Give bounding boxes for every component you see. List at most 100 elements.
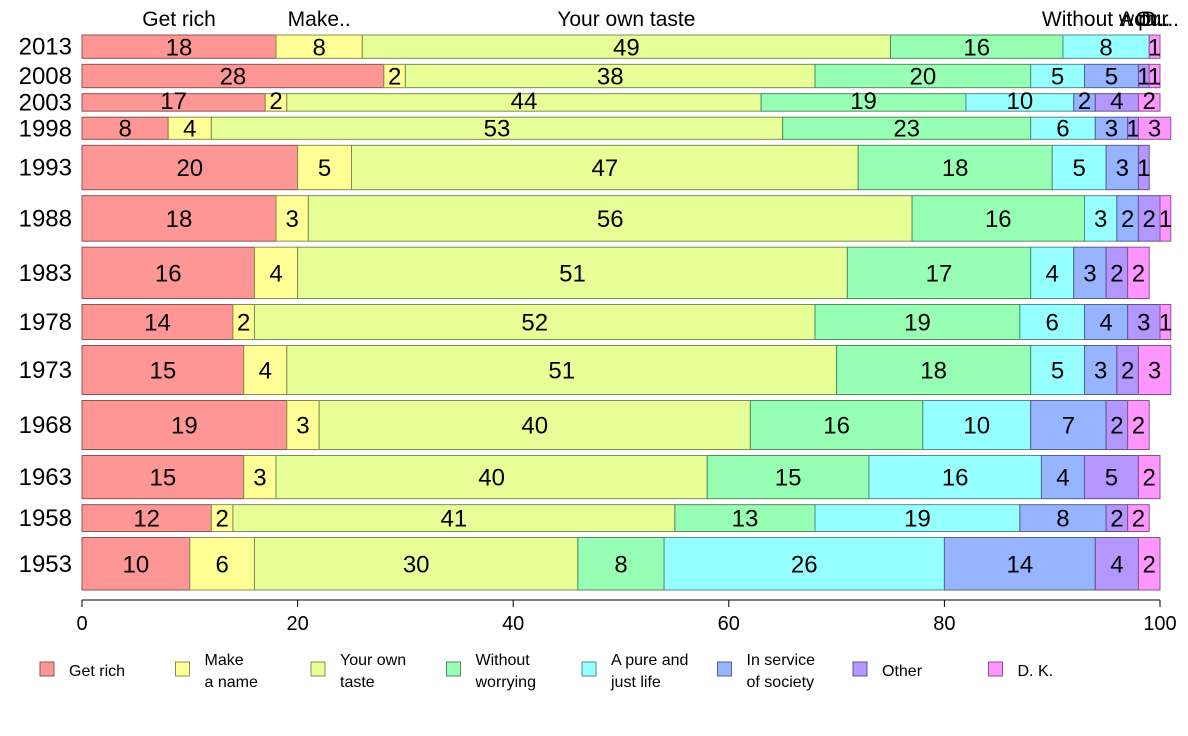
bar-value-label: 2	[269, 88, 282, 115]
bar-value-label: 2	[215, 506, 228, 533]
x-tick-label: 60	[718, 613, 740, 635]
bar-segment	[1137, 93, 1161, 112]
legend-swatch	[39, 661, 55, 677]
year-label: 2008	[19, 63, 72, 90]
bar-value-label: 15	[775, 465, 802, 492]
bar-segment	[351, 144, 859, 191]
bar-value-label: 8	[1099, 34, 1112, 61]
bar-value-label: 12	[133, 506, 160, 533]
bar-value-label: 51	[559, 260, 586, 287]
bar-value-label: 44	[511, 88, 538, 115]
bar-value-label: 16	[823, 413, 850, 440]
bar-value-label: 3	[1148, 358, 1161, 385]
legend-swatch	[175, 661, 190, 677]
bar-segment	[1051, 144, 1107, 191]
bar-segment	[1084, 304, 1129, 340]
bar-value-label: 2	[1121, 206, 1134, 233]
bar-value-label: 41	[441, 506, 468, 533]
bar-value-label: 30	[403, 551, 430, 578]
bar-value-label: 7	[1062, 413, 1075, 440]
year-label: 1993	[19, 155, 72, 182]
bar-segment	[1094, 537, 1139, 591]
bar-value-label: 19	[850, 88, 877, 115]
bar-value-label: 17	[926, 260, 953, 287]
bar-value-label: 4	[1099, 310, 1112, 337]
bar-value-label: 15	[149, 465, 176, 492]
bar-segment	[243, 345, 288, 395]
bar-value-label: 51	[548, 358, 575, 385]
bar-value-label: 2	[1143, 551, 1156, 578]
bar-segment	[1040, 455, 1086, 500]
bar-segment	[297, 246, 848, 300]
legend-label: Without	[476, 652, 531, 669]
x-tick-label: 80	[933, 613, 955, 635]
bar-value-label: 3	[1105, 116, 1118, 143]
bar-value-label: 1	[1137, 155, 1150, 182]
bar-value-label: 4	[1110, 551, 1123, 578]
x-tick-label: 0	[76, 613, 87, 635]
year-label: 1953	[19, 551, 72, 578]
bar-value-label: 4	[269, 260, 282, 287]
bar-segment	[868, 455, 1042, 500]
bar-value-label: 2	[1110, 413, 1123, 440]
bar-segment	[857, 144, 1053, 191]
year-label: 1983	[19, 260, 72, 287]
bar-value-label: 6	[215, 551, 228, 578]
bar-value-label: 10	[1007, 88, 1034, 115]
bar-segment	[836, 345, 1032, 395]
bar-segment	[577, 537, 665, 591]
top-category-labels: Get rich Make.. Your own taste Without worr…	[142, 8, 1179, 31]
bar-value-label: 23	[893, 116, 920, 143]
bar-value-label: 5	[1051, 358, 1064, 385]
bar-segment	[706, 455, 870, 500]
legend-label: D. K.	[1018, 663, 1054, 680]
legend-label: Other	[882, 663, 923, 680]
bar-segment	[1073, 246, 1107, 300]
legend-label: a name	[205, 674, 258, 691]
bar-value-label: 53	[484, 116, 511, 143]
year-label: 1988	[19, 205, 72, 232]
bar-value-label: 19	[171, 413, 198, 440]
legend-label: just life	[610, 674, 661, 691]
legend-label: A pure and	[611, 652, 688, 669]
bar-segment	[1148, 63, 1161, 89]
bar-value-label: 1	[1159, 310, 1172, 337]
top-category-label: A pur..	[1119, 8, 1179, 31]
bar-value-label: 5	[318, 155, 331, 182]
legend-label: Make	[205, 652, 244, 669]
bar-value-label: 8	[118, 116, 131, 143]
bar-value-label: 40	[521, 413, 548, 440]
bar-segment	[1019, 304, 1086, 340]
x-tick-label: 20	[286, 613, 308, 635]
bar-value-label: 3	[1137, 310, 1150, 337]
top-category-label: Your own taste	[557, 8, 695, 31]
bar-segment	[1105, 144, 1139, 191]
bar-segment	[814, 504, 1021, 532]
year-label: 1968	[19, 412, 72, 439]
legend-label: of society	[747, 674, 815, 691]
bar-value-label: 18	[166, 34, 193, 61]
bar-value-label: 20	[176, 155, 203, 182]
year-label: 2003	[19, 89, 72, 116]
bar-value-label: 5	[1105, 465, 1118, 492]
bar-segment	[1159, 304, 1172, 340]
legend-label: In service	[747, 652, 816, 669]
bar-value-label: 14	[144, 310, 171, 337]
bar-segment	[1127, 304, 1161, 340]
year-label: 1958	[19, 505, 72, 532]
legend-label: Your own	[340, 652, 406, 669]
bar-segment	[674, 504, 816, 532]
bar-segment	[1084, 455, 1139, 500]
bar-value-label: 2	[1143, 465, 1156, 492]
bar-segment	[1137, 116, 1172, 140]
bar-value-label: 13	[732, 506, 759, 533]
bar-value-label: 18	[166, 206, 193, 233]
bar-segment	[318, 400, 751, 450]
bar-value-label: 3	[253, 465, 266, 492]
bar-segment	[1127, 504, 1150, 532]
year-label: 2013	[19, 34, 72, 61]
year-label: 1963	[19, 464, 72, 491]
bar-value-label: 3	[1094, 206, 1107, 233]
